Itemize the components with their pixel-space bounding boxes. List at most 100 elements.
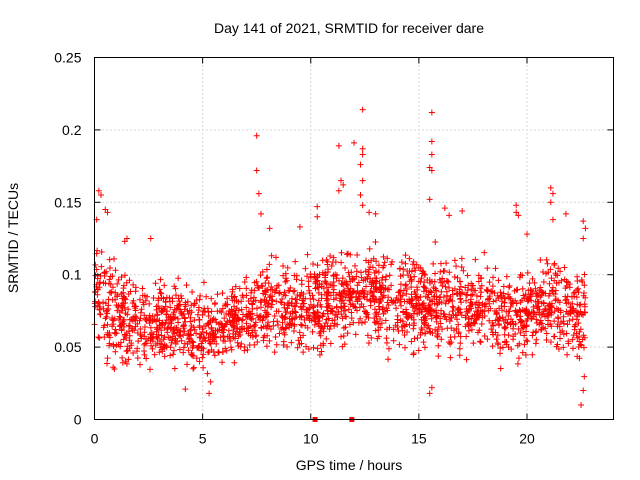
data-point bbox=[515, 309, 522, 316]
data-point bbox=[100, 299, 107, 306]
data-point bbox=[347, 278, 354, 285]
data-point bbox=[477, 339, 484, 346]
data-point bbox=[398, 296, 405, 303]
data-point bbox=[316, 330, 323, 337]
data-point bbox=[358, 274, 365, 281]
data-point bbox=[548, 275, 555, 282]
data-point bbox=[101, 334, 108, 341]
data-point bbox=[190, 353, 197, 360]
data-point bbox=[207, 318, 214, 325]
data-point bbox=[393, 305, 400, 312]
data-point bbox=[364, 291, 371, 298]
data-point bbox=[112, 289, 119, 296]
data-point bbox=[438, 299, 445, 306]
data-point bbox=[418, 275, 425, 282]
data-point bbox=[330, 254, 337, 261]
data-point bbox=[401, 298, 408, 305]
data-point bbox=[398, 259, 405, 266]
y-tick-label: 0.25 bbox=[54, 50, 81, 66]
data-point bbox=[322, 278, 329, 285]
data-point bbox=[236, 285, 243, 292]
data-point bbox=[288, 322, 295, 329]
data-point bbox=[385, 345, 392, 352]
outlier-point bbox=[338, 177, 345, 184]
data-point bbox=[339, 275, 346, 282]
data-point bbox=[373, 258, 380, 265]
data-point bbox=[453, 325, 460, 332]
data-point bbox=[345, 306, 352, 313]
data-point bbox=[141, 351, 148, 358]
data-point bbox=[273, 254, 280, 261]
data-point bbox=[152, 280, 159, 287]
data-point bbox=[134, 355, 141, 362]
data-point bbox=[430, 284, 437, 291]
outlier-point bbox=[359, 145, 366, 152]
data-point bbox=[163, 342, 170, 349]
data-point bbox=[311, 321, 318, 328]
data-point bbox=[402, 311, 409, 318]
data-point bbox=[310, 344, 317, 351]
data-point bbox=[121, 272, 128, 279]
data-point bbox=[305, 345, 312, 352]
data-point bbox=[323, 335, 330, 342]
data-point bbox=[580, 332, 587, 339]
data-point bbox=[364, 311, 371, 318]
data-point bbox=[125, 322, 132, 329]
data-point bbox=[120, 336, 127, 343]
data-point bbox=[230, 323, 237, 330]
data-point bbox=[463, 291, 470, 298]
data-point bbox=[344, 330, 351, 337]
data-point bbox=[269, 301, 276, 308]
data-point bbox=[449, 287, 456, 294]
data-point bbox=[406, 267, 413, 274]
data-point bbox=[404, 315, 411, 322]
data-point bbox=[560, 313, 567, 320]
data-point bbox=[520, 292, 527, 299]
data-point bbox=[180, 321, 187, 328]
data-point bbox=[161, 353, 168, 360]
data-point bbox=[402, 252, 409, 259]
data-point bbox=[301, 316, 308, 323]
data-point bbox=[386, 272, 393, 279]
data-point bbox=[523, 295, 530, 302]
data-point bbox=[408, 284, 415, 291]
data-point bbox=[219, 329, 226, 336]
data-point bbox=[262, 291, 269, 298]
data-point bbox=[134, 320, 141, 327]
data-point bbox=[165, 334, 172, 341]
data-point bbox=[362, 319, 369, 326]
data-point bbox=[319, 269, 326, 276]
outlier-point bbox=[359, 151, 366, 158]
data-point bbox=[109, 316, 116, 323]
data-point bbox=[300, 290, 307, 297]
data-point bbox=[156, 349, 163, 356]
outlier-point bbox=[266, 225, 273, 232]
data-point bbox=[124, 311, 131, 318]
data-point bbox=[270, 322, 277, 329]
data-point bbox=[523, 323, 530, 330]
outlier-point bbox=[357, 161, 364, 168]
data-point bbox=[335, 308, 342, 315]
data-point bbox=[540, 269, 547, 276]
data-point bbox=[346, 297, 353, 304]
data-point bbox=[168, 339, 175, 346]
outlier-point bbox=[578, 402, 585, 409]
data-point bbox=[533, 302, 540, 309]
data-point bbox=[432, 326, 439, 333]
data-point bbox=[103, 268, 110, 275]
data-point bbox=[357, 315, 364, 322]
data-point bbox=[208, 324, 215, 331]
data-point bbox=[554, 314, 561, 321]
data-point bbox=[202, 337, 209, 344]
data-point bbox=[119, 359, 126, 366]
data-point bbox=[563, 278, 570, 285]
data-point bbox=[247, 295, 254, 302]
data-point bbox=[378, 286, 385, 293]
data-point bbox=[529, 351, 536, 358]
outlier-point bbox=[314, 213, 321, 220]
data-point bbox=[464, 308, 471, 315]
data-point bbox=[419, 267, 426, 274]
data-point bbox=[411, 273, 418, 280]
data-point bbox=[94, 291, 101, 298]
data-point bbox=[222, 321, 229, 328]
